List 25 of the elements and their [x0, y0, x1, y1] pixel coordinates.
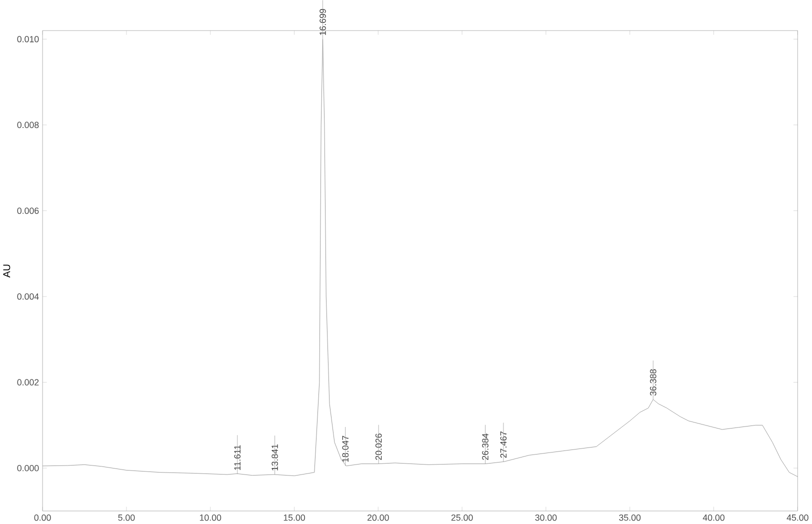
annotation: 26.384 — [482, 433, 488, 460]
y-tick-label: 0.004 — [17, 293, 39, 300]
y-tick-label: 0.002 — [17, 379, 39, 386]
x-tick-label: 35.00 — [619, 514, 641, 521]
y-tick-label: 0.008 — [17, 122, 39, 128]
y-tick-label: 0.000 — [17, 464, 39, 472]
x-tick-label: 10.00 — [200, 514, 222, 521]
x-tick-label: 0.00 — [34, 514, 51, 521]
annotation: 36.388 — [650, 369, 656, 396]
y-tick-label: 0.006 — [17, 208, 39, 214]
x-tick-label: 5.00 — [118, 514, 135, 521]
y-tick-label: 0.010 — [17, 36, 39, 42]
x-tick-label: 20.00 — [368, 514, 389, 521]
x-tick-label: 25.00 — [451, 514, 473, 521]
x-tick-label: 30.00 — [535, 514, 557, 521]
x-tick-label: 45.00 — [786, 514, 808, 521]
annotation: 13.841 — [272, 444, 278, 470]
annotation: 20.026 — [375, 434, 382, 460]
x-tick-label: 40.00 — [702, 514, 724, 521]
annotation: 27.467 — [500, 432, 507, 458]
annotation: 16.699 — [320, 8, 326, 35]
annotation: 18.047 — [342, 436, 349, 462]
y-axis-title: AU — [3, 264, 10, 278]
x-tick-label: 15.00 — [284, 514, 305, 521]
annotation: 11.611 — [234, 445, 241, 470]
